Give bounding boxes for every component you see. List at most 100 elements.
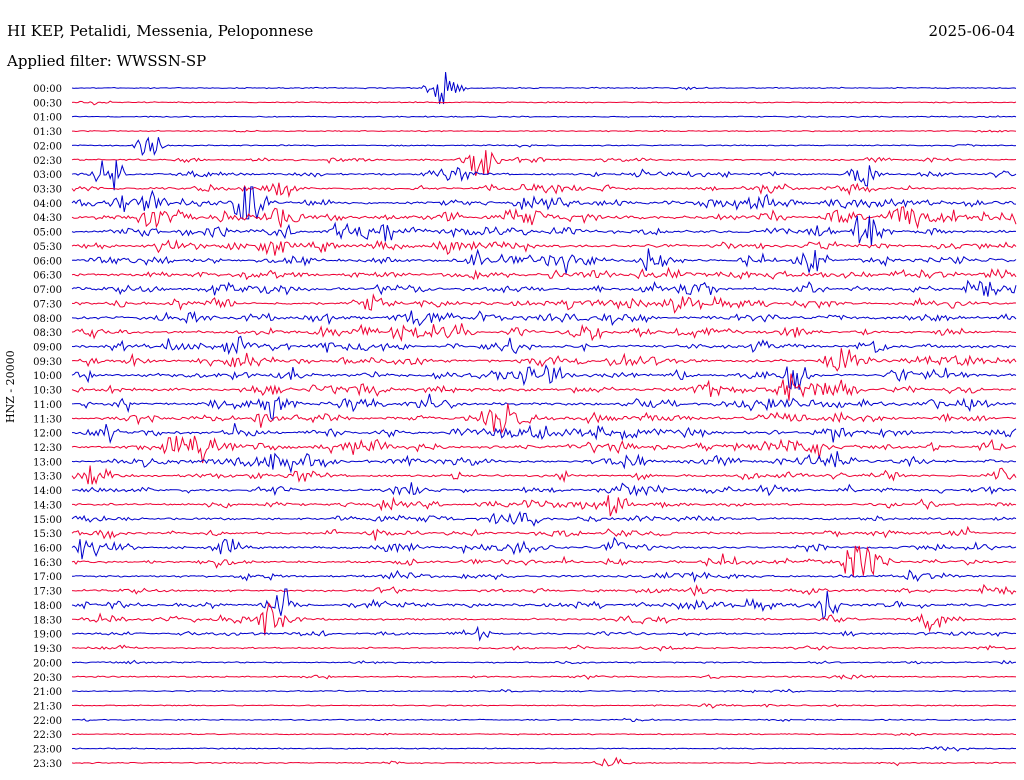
row-time-label: 12:00 (33, 429, 62, 440)
trace-line (71, 569, 1017, 583)
trace-line (71, 71, 1017, 105)
row-time-label: 07:00 (33, 285, 62, 296)
row-time-label: 06:30 (33, 271, 62, 282)
row-time-label: 11:30 (33, 414, 62, 425)
row-time-label: 04:00 (33, 199, 62, 210)
trace-line (71, 393, 1017, 422)
row-time-label: 07:30 (33, 299, 62, 310)
row-time-label: 09:30 (33, 357, 62, 368)
row-time-label: 11:00 (33, 400, 62, 411)
row-time-label: 14:00 (33, 486, 62, 497)
trace-line (71, 335, 1017, 356)
trace-line (71, 293, 1017, 314)
trace-line (71, 644, 1017, 652)
trace-line (71, 583, 1017, 597)
trace-line (72, 688, 1016, 694)
trace-line (71, 625, 1017, 642)
trace-line (71, 206, 1017, 230)
row-time-label: 09:00 (33, 342, 62, 353)
row-time-label: 22:30 (33, 730, 62, 741)
trace-line (71, 746, 1017, 752)
row-time-label: 01:30 (33, 127, 62, 138)
row-time-label: 20:30 (33, 673, 62, 684)
trace-line (71, 310, 1017, 327)
row-time-label: 13:00 (33, 457, 62, 468)
filter-label: Applied filter: WWSSN-SP (7, 52, 207, 70)
row-time-label: 10:00 (33, 371, 62, 382)
row-time-label: 10:30 (33, 386, 62, 397)
row-time-label: 01:00 (33, 113, 62, 124)
trace-line (71, 756, 1017, 767)
row-time-label: 18:00 (33, 601, 62, 612)
trace-line (71, 703, 1017, 709)
trace-line (71, 239, 1017, 256)
trace-line (71, 115, 1017, 118)
row-time-label: 15:00 (33, 515, 62, 526)
row-time-label: 02:00 (33, 141, 62, 152)
trace-line (71, 323, 1017, 343)
trace-line (71, 525, 1017, 541)
trace-line (71, 182, 1017, 198)
row-time-label: 18:30 (33, 615, 62, 626)
trace-line (72, 129, 1017, 133)
row-time-label: 14:30 (33, 500, 62, 511)
trace-line (71, 186, 1017, 220)
row-time-label: 20:00 (33, 658, 62, 669)
row-time-label: 05:30 (33, 242, 62, 253)
row-time-label: 16:30 (33, 558, 62, 569)
trace-line (71, 482, 1017, 497)
row-time-label: 19:30 (33, 644, 62, 655)
trace-line (71, 136, 1017, 157)
row-time-label: 03:30 (33, 185, 62, 196)
trace-line (71, 150, 1017, 176)
trace-line (71, 373, 1017, 401)
row-time-label: 02:30 (33, 156, 62, 167)
trace-line (71, 435, 1017, 464)
row-time-label: 04:30 (33, 213, 62, 224)
row-time-label: 21:30 (33, 701, 62, 712)
trace-line (71, 279, 1017, 297)
row-time-label: 16:00 (33, 544, 62, 555)
trace-line (71, 732, 1017, 737)
trace-line (71, 160, 1017, 191)
trace-line (71, 364, 1017, 390)
trace-line (72, 495, 1017, 517)
row-time-label: 08:00 (33, 314, 62, 325)
trace-line (71, 465, 1017, 485)
row-time-label: 00:00 (33, 84, 62, 95)
row-time-label: 15:30 (33, 529, 62, 540)
trace-line (71, 588, 1017, 621)
row-time-label: 08:30 (33, 328, 62, 339)
trace-line (71, 215, 1017, 246)
trace-line (71, 266, 1017, 281)
trace-line (71, 248, 1017, 274)
trace-line (71, 510, 1017, 527)
row-time-label: 05:00 (33, 228, 62, 239)
row-time-label: 21:00 (33, 687, 62, 698)
trace-line (71, 403, 1017, 434)
station-title: HI KEP, Petalidi, Messenia, Peloponnese (7, 22, 314, 40)
trace-line (71, 100, 1017, 106)
row-time-label: 03:00 (33, 170, 62, 181)
row-time-label: 22:00 (33, 716, 62, 727)
trace-line (71, 348, 1017, 372)
row-time-label: 23:00 (33, 745, 62, 756)
trace-line (71, 451, 1017, 474)
trace-line (72, 423, 1017, 445)
row-time-label: 06:00 (33, 256, 62, 267)
trace-line (72, 717, 1017, 723)
trace-line (71, 659, 1017, 665)
date-label: 2025-06-04 (928, 22, 1015, 40)
row-time-label: 13:30 (33, 472, 62, 483)
trace-line (71, 674, 1017, 681)
row-time-label: 17:00 (33, 572, 62, 583)
row-time-label: 19:00 (33, 630, 62, 641)
row-time-label: 17:30 (33, 587, 62, 598)
trace-line (72, 602, 1017, 636)
row-time-label: 00:30 (33, 98, 62, 109)
row-time-label: 12:30 (33, 443, 62, 454)
trace-line (71, 545, 1017, 578)
row-time-label: 23:30 (33, 759, 62, 770)
trace-line (71, 536, 1017, 560)
